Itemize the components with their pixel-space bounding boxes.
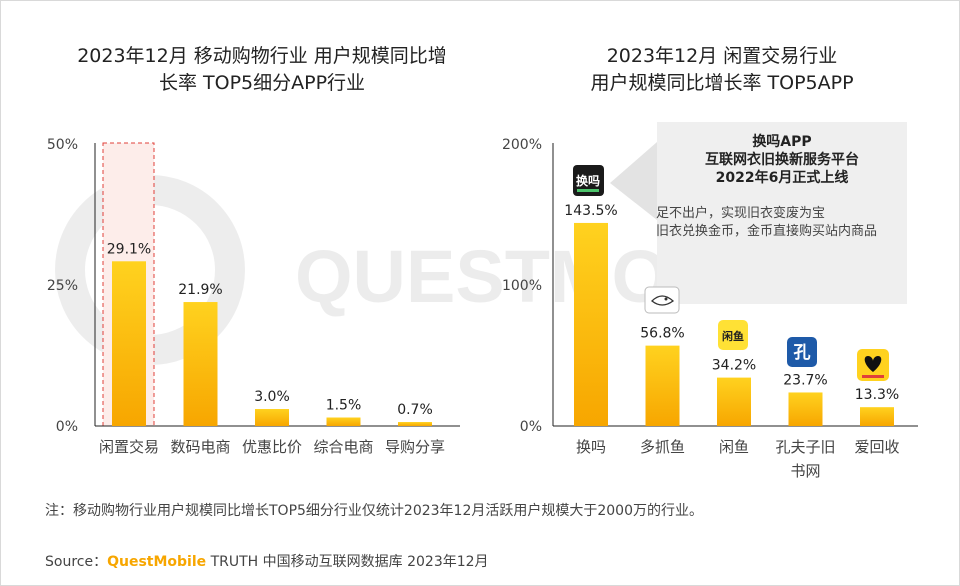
callout-title-line2: 互联网衣旧换新服务平台: [705, 151, 859, 168]
right-value-label: 56.8%: [640, 326, 684, 342]
left-value-label: 1.5%: [326, 398, 362, 414]
callout-title-line3: 2022年6月正式上线: [716, 169, 849, 186]
duozhuayu-app-icon: [644, 286, 680, 314]
left-bar: [112, 261, 146, 426]
left-bar: [326, 417, 361, 426]
xianyu-icon-text: 闲鱼: [722, 329, 744, 343]
right-bar: [788, 392, 823, 426]
right-category-label: 爱回收: [854, 438, 899, 456]
right-chart-title-line1: 2023年12月 闲置交易行业: [607, 45, 838, 67]
left-bars: 29.1% 闲置交易 21.9% 数码电商 3.0% 优惠比价 1.5% 综合电商 0.7% 导购…: [99, 241, 445, 456]
left-chart-title-line2: 长率 TOP5细分APP行业: [159, 72, 365, 94]
kongfuzi-icon-text: 孔: [794, 343, 811, 363]
right-category-label: 孔夫子旧: [775, 438, 835, 456]
left-category-label: 数码电商: [170, 438, 230, 456]
callout-body-line1: 足不出户，实现旧衣变废为宝: [656, 205, 825, 221]
right-chart: 200% 100% 0% 143.5% 换吗 56.8% 多抓鱼 34.2% 闲鱼 23.7…: [502, 137, 918, 480]
huanma-icon-text: 换吗: [576, 173, 600, 188]
right-category-label: 书网: [790, 462, 820, 480]
left-chart-title-line1: 2023年12月 移动购物行业 用户规模同比增: [77, 45, 447, 67]
left-bar: [398, 422, 432, 426]
right-bar: [860, 407, 894, 426]
right-bar: [717, 377, 751, 426]
source-line: Source：QuestMobile TRUTH 中国移动互联网数据库 2023…: [45, 554, 489, 570]
source-label: Source：: [45, 554, 107, 570]
right-value-label: 143.5%: [564, 203, 617, 219]
right-value-label: 34.2%: [712, 358, 756, 374]
right-category-label: 换吗: [576, 438, 606, 456]
right-y-tick-mid: 100%: [502, 278, 542, 294]
right-category-label: 多抓鱼: [640, 438, 685, 456]
left-category-label: 综合电商: [313, 438, 373, 456]
left-y-tick-mid: 25%: [47, 278, 78, 294]
left-value-label: 21.9%: [178, 282, 222, 298]
right-chart-title-line2: 用户规模同比增长率 TOP5APP: [590, 72, 853, 94]
left-category-label: 导购分享: [385, 438, 445, 456]
left-y-tick-bottom: 0%: [56, 419, 78, 435]
callout-title-line1: 换吗APP: [752, 133, 811, 150]
right-bar: [645, 345, 680, 426]
callout-arrow: [610, 142, 657, 220]
callout-body-line2: 旧衣兑换金币，金币直接购买站内商品: [656, 223, 877, 239]
right-value-label: 23.7%: [783, 372, 827, 388]
left-value-label: 0.7%: [397, 402, 433, 418]
right-y-tick-top: 200%: [502, 137, 542, 153]
xianyu-app-icon: 闲鱼: [718, 320, 748, 350]
aihuishou-app-icon: [857, 349, 889, 381]
left-y-tick-top: 50%: [47, 137, 78, 153]
right-bar: [574, 222, 608, 426]
right-y-tick-bottom: 0%: [520, 419, 542, 435]
source-brand: QuestMobile: [107, 554, 206, 570]
footnote: 注：移动购物行业用户规模同比增长TOP5细分行业仅统计2023年12月活跃用户规…: [45, 502, 703, 519]
right-value-label: 13.3%: [855, 387, 899, 403]
left-bar: [183, 302, 218, 426]
callout-box: 换吗APP 互联网衣旧换新服务平台 2022年6月正式上线 足不出户，实现旧衣变…: [610, 122, 907, 304]
left-value-label: 29.1%: [107, 241, 151, 257]
kongfuzi-app-icon: 孔: [787, 337, 817, 367]
left-value-label: 3.0%: [254, 389, 290, 405]
huanma-app-icon: 换吗: [573, 165, 604, 196]
left-category-label: 闲置交易: [99, 438, 159, 456]
left-chart: 50% 25% 0% 29.1% 闲置交易 21.9% 数码电商 3.0% 优惠比价 1.5…: [47, 137, 460, 456]
right-category-label: 闲鱼: [719, 438, 749, 456]
left-category-label: 优惠比价: [242, 438, 302, 456]
callout-background: [657, 122, 907, 304]
left-bar: [255, 409, 289, 426]
source-rest: TRUTH 中国移动互联网数据库 2023年12月: [206, 554, 488, 570]
